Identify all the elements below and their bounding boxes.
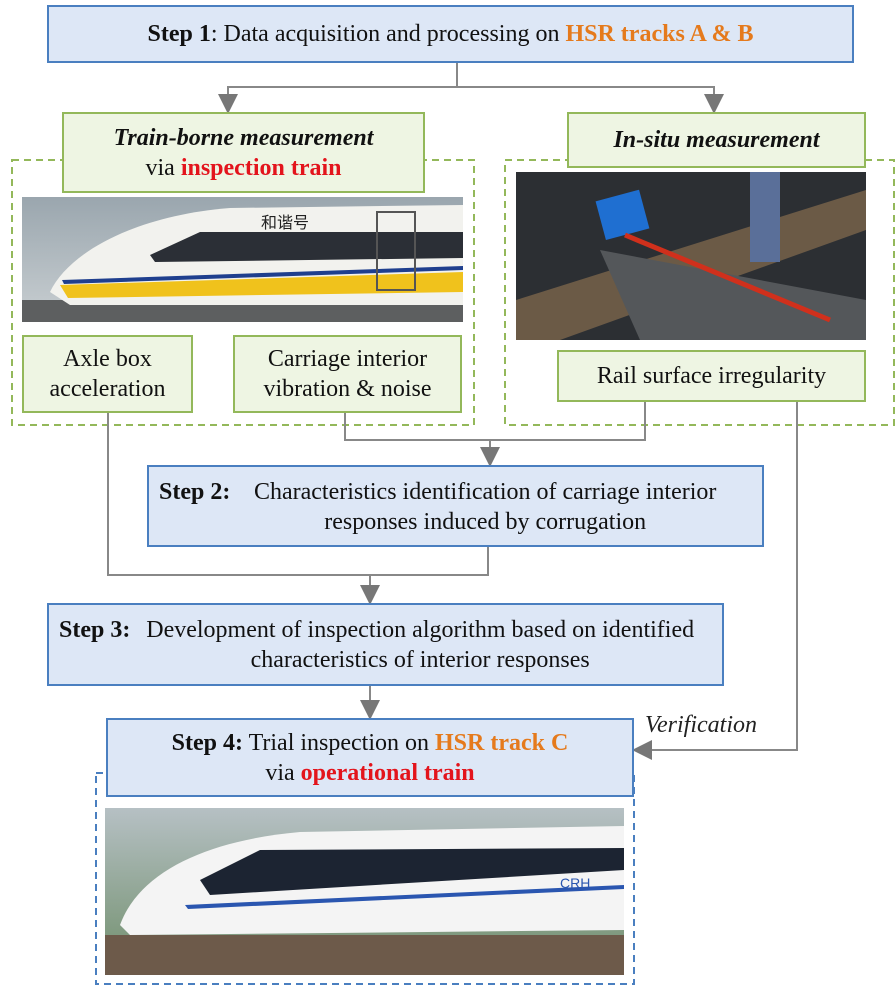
output-label: Axle box acceleration [49, 346, 166, 402]
in-situ-photo [516, 172, 866, 340]
step-label: Step 3: [59, 617, 131, 643]
inspection-train-photo: 和谐号 [22, 197, 463, 322]
step-label: Step 2: [159, 479, 231, 505]
step4-box: Step 4: Trial inspection on HSR track C … [106, 718, 634, 797]
svg-text:CRH: CRH [560, 875, 590, 891]
output-box: Rail surface irregularity [557, 350, 866, 402]
output-box: Axle box acceleration [22, 335, 193, 413]
highlight: operational train [300, 759, 475, 786]
step-text: Development of inspection algorithm base… [146, 617, 695, 673]
in-situ-box: In-situ measurement [567, 112, 866, 168]
output-label: Rail surface irregularity [596, 363, 827, 389]
via: via [145, 154, 175, 181]
step-label: Step 4: [171, 729, 243, 756]
highlight: HSR tracks A & B [565, 21, 754, 47]
output-label: Carriage interior vibration & noise [263, 346, 432, 402]
train-logo: 和谐号 [261, 214, 309, 232]
highlight: HSR track C [435, 729, 569, 756]
output-box: Carriage interior vibration & noise [233, 335, 462, 413]
verification-label: Verification [645, 712, 757, 738]
box-title: Train-borne measurement [113, 124, 374, 151]
train-borne-box: Train-borne measurement via inspection t… [62, 112, 425, 193]
arrows [107, 63, 798, 760]
step-label: Step 1 [147, 21, 211, 47]
via: via [265, 759, 295, 786]
step-text: Trial inspection on [248, 729, 436, 756]
operational-train-photo: CRH [105, 808, 624, 975]
step2-box: Step 2: Characteristics identification of… [147, 465, 764, 547]
highlight: inspection train [180, 154, 342, 181]
step-text: : Data acquisition and processing on [210, 21, 566, 47]
step3-box: Step 3: Development of inspection algorit… [47, 603, 724, 686]
box-title: In-situ measurement [613, 127, 820, 153]
step-text: Characteristics identification of carria… [253, 479, 717, 535]
step1-box: Step 1: Data acquisition and processing … [47, 5, 854, 63]
